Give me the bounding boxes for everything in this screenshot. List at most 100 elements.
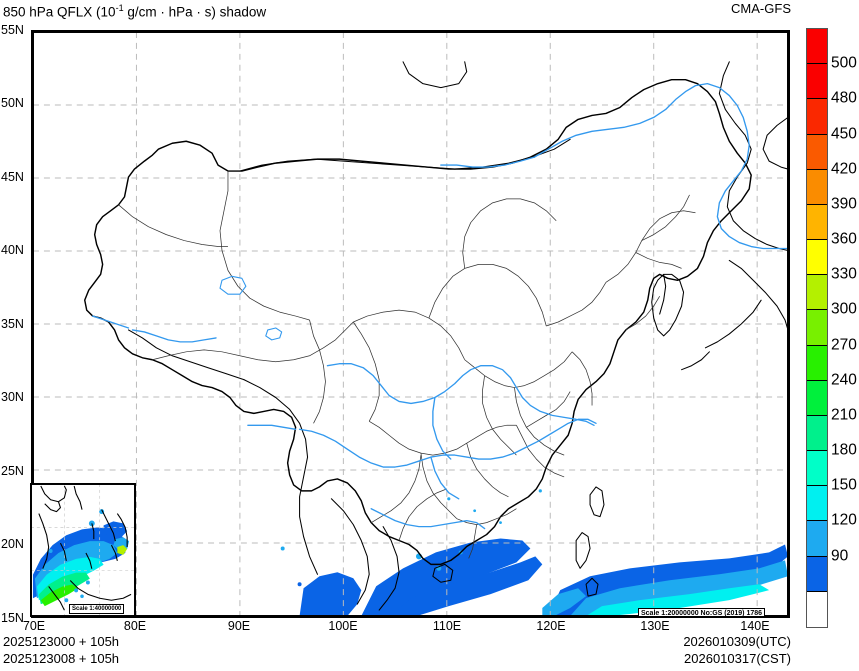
colorbar-segment-13: [807, 486, 827, 522]
xlabel-100e: 100E: [328, 619, 358, 633]
title-exponent: -1: [115, 3, 124, 13]
china-national-boundary: [84, 78, 752, 566]
river-yellow-bend: [432, 396, 452, 460]
xlabel-80e: 80E: [123, 619, 147, 633]
lake-balkhash: [219, 275, 247, 295]
colorbar-segment-2: [807, 99, 827, 135]
colorbar-segment-3: [807, 134, 827, 170]
coast-japan-honshu-south: [704, 299, 762, 349]
footer-valid-time-utc: 2026010309(UTC): [683, 634, 791, 649]
qflx-shading-layer: [280, 489, 788, 616]
colorbar-label-90: 90: [831, 547, 849, 565]
ylabel-45n: 45N: [1, 170, 24, 184]
colorbar-segment-16: [807, 591, 827, 627]
shade-bay-of-bengal: [299, 572, 362, 616]
colorbar-segment-15: [807, 556, 827, 592]
boundary-myanmar-west: [243, 379, 319, 575]
boundary-korea-dmz: [659, 273, 667, 315]
colorbar[interactable]: [806, 28, 828, 628]
footer-init-time-cst: 2025123008 + 105h: [3, 651, 120, 666]
boundary-india-north: [127, 329, 245, 381]
river-amur: [533, 82, 788, 250]
river-yellow: [326, 363, 595, 426]
colorbar-label-180: 180: [831, 441, 857, 459]
river-han: [430, 456, 460, 500]
colorbar-segment-9: [807, 345, 827, 381]
inset-border: [31, 484, 135, 616]
colorbar-segment-10: [807, 380, 827, 416]
model-label: CMA-GFS: [731, 1, 791, 16]
coast-russia-far-east: [718, 61, 788, 252]
coast-indochina-west: [330, 498, 370, 605]
xlabel-130e: 130E: [640, 619, 670, 633]
colorbar-label-150: 150: [831, 476, 857, 494]
shade-speck-7: [473, 509, 477, 513]
coast-sakhalin-area: [762, 116, 788, 170]
colorbar-segment-8: [807, 310, 827, 346]
shade-speck-4: [297, 582, 302, 587]
river-yangtze-upper: [247, 424, 297, 430]
colorbar-label-210: 210: [831, 406, 857, 424]
coast-luzon: [575, 532, 591, 569]
shade-philippine-core: [570, 560, 788, 616]
coast-vietnam: [378, 526, 400, 611]
ylabel-50n: 50N: [1, 96, 24, 110]
shade-speck-9: [538, 489, 542, 493]
coast-japan-kyushu: [681, 351, 710, 371]
colorbar-segment-7: [807, 275, 827, 311]
coast-taiwan: [589, 486, 605, 518]
colorbar-label-450: 450: [831, 125, 857, 143]
inset-coastlines: [38, 485, 132, 611]
ylabel-40n: 40N: [1, 243, 24, 257]
map-scale-stamp: Scale 1:20000000 No:GS (2019) 1786: [638, 608, 766, 616]
xlabel-70e: 70E: [22, 619, 46, 633]
xlabel-120e: 120E: [536, 619, 566, 633]
grid-lines: [33, 32, 788, 616]
coast-visayas: [585, 577, 599, 597]
ylabel-35n: 35N: [1, 317, 24, 331]
colorbar-label-270: 270: [831, 336, 857, 354]
colorbar-label-300: 300: [831, 300, 857, 318]
plot-inner-border: [33, 32, 788, 616]
lake-qinghai: [265, 327, 283, 341]
xlabel-90e: 90E: [227, 619, 251, 633]
colorbar-label-420: 420: [831, 160, 857, 178]
title-suffix: g/cm · hPa · s) shadow: [123, 4, 267, 20]
boundary-mongolia-north: [239, 138, 571, 172]
shade-speck-5: [280, 546, 285, 551]
colorbar-label-330: 330: [831, 265, 857, 283]
colorbar-segment-12: [807, 451, 827, 487]
inset-scale-stamp: Scale 1:40000000: [69, 604, 125, 614]
foreign-boundaries-layer: [127, 61, 788, 611]
xlabel-110e: 110E: [432, 619, 462, 633]
colorbar-segment-0: [807, 29, 827, 65]
title-prefix: 850 hPa QFLX (10: [3, 4, 116, 20]
shade-philippine-max: [586, 584, 770, 616]
colorbar-label-480: 480: [831, 89, 857, 107]
inset-map[interactable]: Scale 1:40000000: [30, 483, 136, 617]
inset-shading-layer: [32, 509, 130, 607]
page-title: 850 hPa QFLX (10-1 g/cm · hPa · s) shado…: [3, 1, 266, 20]
river-tarim: [131, 329, 217, 343]
colorbar-segment-6: [807, 240, 827, 276]
coast-hainan: [432, 563, 454, 583]
colorbar-segment-4: [807, 169, 827, 205]
shade-speck-8: [499, 521, 502, 525]
river-argun-branch: [440, 156, 536, 168]
colorbar-label-120: 120: [831, 511, 857, 529]
china-outline: [84, 78, 752, 566]
river-west-branch: [92, 315, 130, 329]
ylabel-20n: 20N: [1, 537, 24, 551]
coast-japan-honshu-north: [728, 259, 788, 331]
shade-south-china-sea: [361, 538, 531, 616]
map-plot-area[interactable]: Scale 1:20000000 No:GS (2019) 1786: [31, 30, 790, 618]
ylabel-25n: 25N: [1, 464, 24, 478]
coast-korean-peninsula: [651, 273, 685, 337]
river-yangtze: [298, 418, 597, 468]
shade-speck-6: [447, 497, 451, 501]
shade-scs-core: [391, 556, 543, 616]
footer-valid-time-cst: 2026010317(CST): [684, 651, 791, 666]
colorbar-segment-14: [807, 521, 827, 557]
rivers-layer: [92, 82, 788, 530]
colorbar-segment-1: [807, 64, 827, 100]
